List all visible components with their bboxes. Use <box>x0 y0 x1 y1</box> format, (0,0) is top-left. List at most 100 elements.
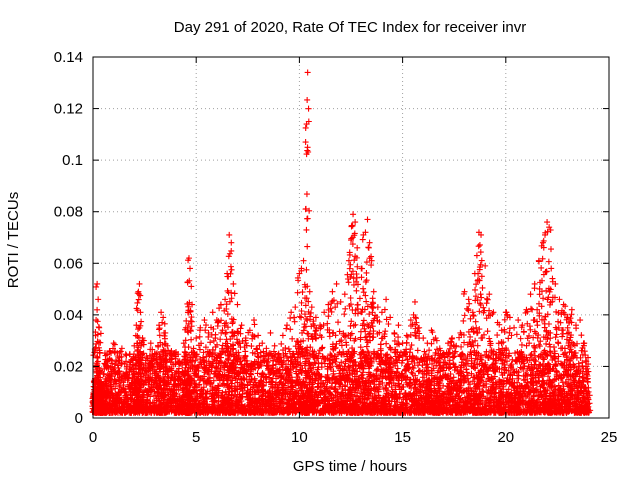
roti-noise-point <box>509 356 516 363</box>
roti-point <box>94 318 101 325</box>
roti-point <box>112 361 119 368</box>
roti-point <box>104 385 111 392</box>
roti-point <box>224 273 231 280</box>
roti-point <box>126 381 133 388</box>
roti-point <box>113 400 120 407</box>
roti-point <box>212 331 219 338</box>
chart-title: Day 291 of 2020, Rate Of TEC Index for r… <box>174 19 526 36</box>
roti-noise-point <box>122 351 129 358</box>
roti-peak-point <box>226 231 233 238</box>
roti-noise-point <box>398 359 405 366</box>
roti-point <box>114 371 121 378</box>
data-series-roti <box>89 69 594 416</box>
roti-point <box>94 306 101 313</box>
roti-noise-point <box>561 388 568 395</box>
roti-point <box>242 348 249 355</box>
roti-point <box>103 396 110 403</box>
roti-noise-point <box>408 358 415 365</box>
roti-point <box>107 383 114 390</box>
roti-noise-point <box>197 356 204 363</box>
roti-peak-point <box>238 322 245 329</box>
roti-peak-point <box>201 317 208 324</box>
roti-noise-point <box>272 352 279 359</box>
roti-peak-point <box>209 309 216 316</box>
roti-point <box>121 388 128 395</box>
roti-noise-point <box>169 355 176 362</box>
roti-peak-point <box>151 350 158 357</box>
roti-point <box>122 394 129 401</box>
roti-noise-point <box>422 351 429 358</box>
roti-point <box>153 351 160 358</box>
roti-noise-point <box>463 366 470 373</box>
roti-point <box>117 348 124 355</box>
roti-peak-point <box>158 309 165 316</box>
roti-point <box>107 364 114 371</box>
roti-noise-point <box>567 382 574 389</box>
roti-point <box>231 290 238 297</box>
roti-peak-point <box>137 309 144 316</box>
roti-noise-point <box>254 370 261 377</box>
roti-noise-point <box>344 356 351 363</box>
roti-noise-point <box>525 363 532 370</box>
roti-peak-point <box>147 340 154 347</box>
roti-peak-point <box>187 265 194 272</box>
roti-peak-point <box>98 378 105 385</box>
roti-point <box>116 370 123 377</box>
roti-noise-point <box>109 373 116 380</box>
roti-noise-point <box>111 367 118 374</box>
roti-noise-point <box>390 380 397 387</box>
roti-noise-point <box>421 348 428 355</box>
roti-noise-point <box>259 371 266 378</box>
roti-point <box>95 344 102 351</box>
roti-peak-point <box>234 301 241 308</box>
roti-peak-point <box>230 280 237 287</box>
roti-peak-point <box>93 317 100 324</box>
roti-point <box>147 376 154 383</box>
roti-point <box>135 326 142 333</box>
roti-peak-point <box>123 358 130 365</box>
roti-noise-point <box>557 360 564 367</box>
roti-noise-point <box>437 364 444 371</box>
roti-peak-point <box>94 280 101 287</box>
roti-noise-point <box>507 371 514 378</box>
roti-point <box>110 393 117 400</box>
roti-point <box>161 320 168 327</box>
roti-point <box>138 318 145 325</box>
roti-noise-point <box>379 379 386 386</box>
roti-point <box>121 401 128 408</box>
roti-point <box>111 341 118 348</box>
roti-noise-point <box>416 367 423 374</box>
roti-noise-point <box>388 384 395 391</box>
roti-point <box>96 369 103 376</box>
roti-point <box>131 402 138 409</box>
roti-noise-point <box>315 355 322 362</box>
roti-noise-point <box>385 391 392 398</box>
roti-point <box>228 266 235 273</box>
roti-noise-point <box>103 351 110 358</box>
roti-point <box>106 399 113 406</box>
roti-noise-point <box>536 370 543 377</box>
roti-point <box>141 405 148 412</box>
roti-noise-point <box>520 377 527 384</box>
roti-peak-point <box>106 347 113 354</box>
roti-point <box>138 378 145 385</box>
roti-point <box>101 387 108 394</box>
roti-point <box>278 340 285 347</box>
roti-noise-point <box>213 373 220 380</box>
roti-noise-point <box>200 349 207 356</box>
roti-point <box>94 358 101 365</box>
roti-point <box>97 330 104 337</box>
roti-point <box>137 400 144 407</box>
roti-peak-point <box>114 353 121 360</box>
roti-point <box>114 394 121 401</box>
roti-point <box>118 374 125 381</box>
roti-point <box>136 404 143 411</box>
roti-noise-point <box>412 372 419 379</box>
roti-noise-point <box>509 375 516 382</box>
roti-peak-point <box>110 340 117 347</box>
roti-peak-point <box>95 296 102 303</box>
roti-noise-point <box>375 381 382 388</box>
roti-point <box>147 367 154 374</box>
roti-noise-point <box>496 365 503 372</box>
roti-point <box>94 338 101 345</box>
